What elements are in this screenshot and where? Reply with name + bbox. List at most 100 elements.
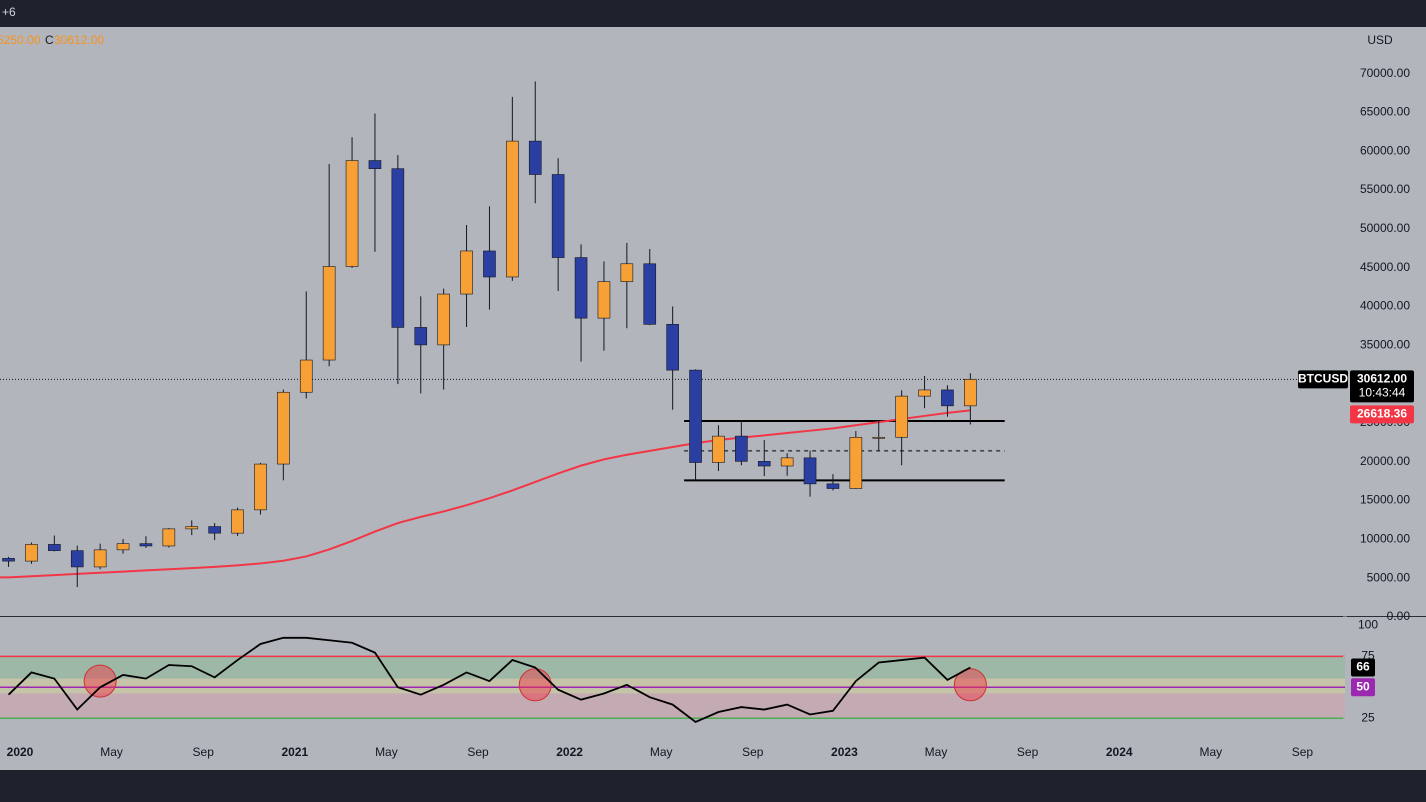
candle-body bbox=[185, 526, 199, 530]
y-tick-label: 45000.00 bbox=[1360, 260, 1410, 274]
x-tick-label: 2024 bbox=[1106, 745, 1133, 759]
candle-body bbox=[918, 389, 931, 397]
x-tick-label: May bbox=[375, 745, 398, 759]
x-tick-label: Sep bbox=[742, 745, 764, 759]
x-tick-label: 2023 bbox=[831, 745, 858, 759]
candle-body bbox=[689, 369, 702, 463]
y-tick-label: 40000.00 bbox=[1360, 299, 1410, 313]
x-tick-label: Sep bbox=[467, 745, 489, 759]
candle-body bbox=[849, 436, 863, 489]
symbol-tag: BTCUSD bbox=[1298, 372, 1348, 386]
x-tick-label: Sep bbox=[1292, 745, 1314, 759]
candle-body bbox=[620, 263, 634, 282]
candle-body bbox=[506, 140, 519, 278]
price-tag-box bbox=[1350, 370, 1414, 403]
candle-body bbox=[139, 543, 153, 547]
rsi-value-tag-box bbox=[1351, 658, 1375, 677]
candle-body bbox=[551, 174, 565, 258]
candle-body bbox=[322, 266, 336, 361]
candle-body bbox=[597, 281, 611, 319]
candle-body bbox=[231, 509, 244, 534]
candle-body bbox=[872, 436, 886, 439]
x-tick-label: May bbox=[100, 745, 123, 759]
rsi-highlight bbox=[953, 668, 987, 702]
legend-close-prefix: C bbox=[45, 33, 54, 47]
candle-body bbox=[483, 250, 496, 278]
x-tick-label: 2020 bbox=[7, 745, 34, 759]
candle-body bbox=[254, 463, 267, 511]
x-tick-label: May bbox=[650, 745, 673, 759]
price-tag: 30612.00 bbox=[1357, 372, 1407, 386]
countdown: 10:43:44 bbox=[1359, 386, 1406, 400]
y-tick-label: 70000.00 bbox=[1360, 66, 1410, 80]
rsi-line bbox=[7, 636, 971, 723]
candle-body bbox=[460, 250, 473, 295]
candle-body bbox=[941, 389, 954, 407]
y-tick-label: 15000.00 bbox=[1360, 493, 1410, 507]
ma-tag: 26618.36 bbox=[1357, 407, 1407, 421]
ma-tag-box bbox=[1350, 405, 1414, 424]
moving-average bbox=[0, 409, 971, 579]
x-tick-label: Sep bbox=[1017, 745, 1039, 759]
rsi-highlight bbox=[83, 664, 117, 698]
y-tick-label: 55000.00 bbox=[1360, 182, 1410, 196]
y-tick-label: 0.00 bbox=[1387, 609, 1411, 623]
x-tick-label: 2021 bbox=[281, 745, 308, 759]
candle-body bbox=[803, 457, 817, 485]
rsi-mid-tag: 50 bbox=[1356, 679, 1370, 693]
rsi-tick-label: 100 bbox=[1358, 618, 1378, 632]
candle-body bbox=[757, 461, 771, 467]
candle-body bbox=[964, 379, 977, 407]
y-tick-label: 65000.00 bbox=[1360, 105, 1410, 119]
candle-body bbox=[277, 391, 290, 465]
candle-body bbox=[437, 293, 450, 346]
candle-body bbox=[895, 395, 908, 438]
candle-body bbox=[299, 359, 313, 393]
candle-body bbox=[414, 327, 428, 346]
candle-body bbox=[666, 324, 679, 371]
rsi-highlight bbox=[518, 668, 552, 702]
candle-body bbox=[162, 528, 176, 547]
x-tick-label: May bbox=[925, 745, 948, 759]
x-tick-label: 2022 bbox=[556, 745, 583, 759]
rsi-value-tag: 66 bbox=[1356, 660, 1370, 674]
candle-body bbox=[574, 257, 588, 319]
rsi-band bbox=[0, 656, 1345, 679]
candle-body bbox=[116, 543, 130, 551]
candle-body bbox=[208, 526, 221, 534]
legend-close: 30612.00 bbox=[54, 33, 104, 47]
symbol-tag-box bbox=[1298, 370, 1348, 389]
candle-body bbox=[780, 457, 794, 467]
legend-low: 5250.00 bbox=[0, 33, 41, 47]
y-tick-label: 20000.00 bbox=[1360, 454, 1410, 468]
candle-body bbox=[2, 558, 15, 562]
rsi-band bbox=[0, 693, 1345, 719]
y-tick-label: 60000.00 bbox=[1360, 143, 1410, 157]
candle-body bbox=[735, 435, 748, 462]
candle-body bbox=[70, 550, 84, 568]
candle-body bbox=[826, 483, 840, 489]
candle-body bbox=[368, 160, 382, 169]
x-tick-label: May bbox=[1199, 745, 1222, 759]
candle-body bbox=[345, 160, 359, 267]
candle-body bbox=[25, 544, 38, 562]
candle-body bbox=[528, 140, 542, 175]
rsi-mid-tag-box bbox=[1351, 678, 1375, 697]
y-tick-label: 10000.00 bbox=[1360, 532, 1410, 546]
y-tick-label: 5000.00 bbox=[1367, 570, 1411, 584]
chart-background bbox=[0, 27, 1426, 770]
candle-body bbox=[643, 263, 657, 325]
y-tick-label: 35000.00 bbox=[1360, 337, 1410, 351]
currency: USD bbox=[1367, 33, 1393, 47]
rsi-band bbox=[0, 678, 1345, 694]
top-text: +6 bbox=[2, 5, 16, 19]
y-tick-label: 50000.00 bbox=[1360, 221, 1410, 235]
candle-body bbox=[93, 549, 107, 568]
x-tick-label: Sep bbox=[193, 745, 215, 759]
candle-body bbox=[48, 544, 61, 551]
candle-body bbox=[391, 168, 405, 328]
rsi-tick-label: 25 bbox=[1361, 710, 1375, 724]
candle-body bbox=[712, 435, 725, 463]
